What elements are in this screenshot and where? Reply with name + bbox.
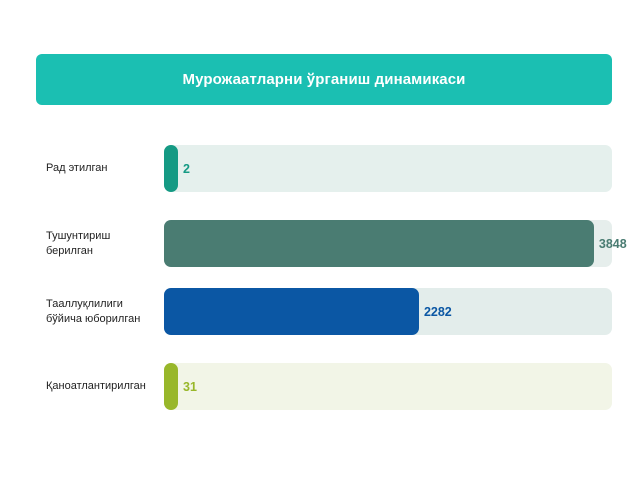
- category-label: Рад этилган: [46, 145, 158, 192]
- bar-value-label: 2: [183, 161, 190, 176]
- category-label-line: берилган: [46, 244, 93, 257]
- category-label-line: Тааллуқлилиги: [46, 297, 123, 310]
- bar: [164, 145, 178, 192]
- bar-value-label: 31: [183, 379, 197, 394]
- chart-title: Мурожаатларни ўрганиш динамикаси: [182, 71, 466, 88]
- bar: [164, 363, 178, 410]
- bar-track: [164, 363, 612, 410]
- category-label-line: бўйича юборилган: [46, 312, 141, 325]
- bar-value-label: 3848: [598, 236, 627, 251]
- bar-track: [164, 145, 612, 192]
- category-label: Тааллуқлилиги бўйича юборилган: [46, 288, 158, 335]
- category-label: Қаноатлантирилган: [46, 363, 158, 410]
- bar-value-label: 2282: [423, 304, 452, 319]
- bar: [164, 288, 419, 335]
- category-label-line: Рад этилган: [46, 162, 108, 174]
- category-label-line: Тушунтириш: [46, 229, 111, 242]
- bar: [164, 220, 594, 267]
- chart-title-banner: Мурожаатларни ўрганиш динамикаси: [36, 54, 612, 105]
- category-label-line: Қаноатлантирилган: [46, 380, 146, 392]
- category-label: Тушунтириш берилган: [46, 220, 158, 267]
